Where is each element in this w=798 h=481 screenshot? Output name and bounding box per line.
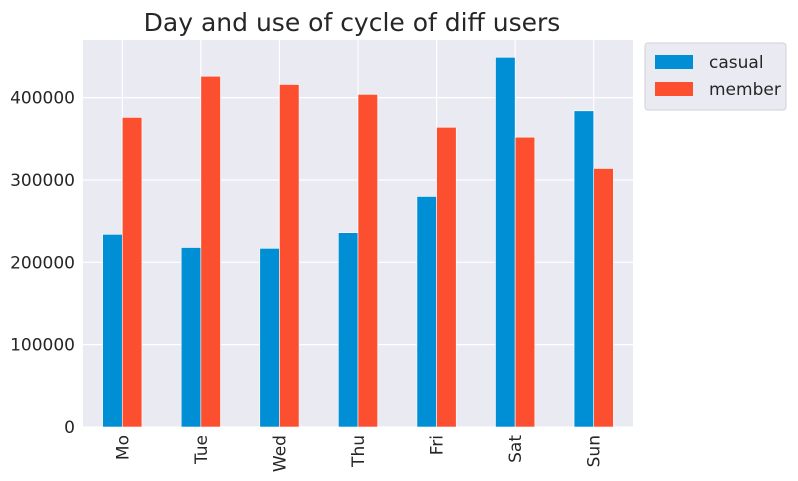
- bar-casual: [573, 110, 595, 428]
- x-axis: Mo Tue Wed Thu Fri Sat Sun: [113, 435, 604, 472]
- legend-swatch-member: [655, 82, 693, 96]
- y-tick-label: 100000: [10, 336, 75, 356]
- x-tick-label: Sun: [585, 435, 605, 467]
- bar-casual: [495, 56, 516, 428]
- bar-member: [514, 136, 536, 428]
- legend-swatch-casual: [655, 55, 693, 69]
- legend-label-member: member: [709, 80, 781, 100]
- legend-label-casual: casual: [709, 53, 764, 73]
- bar-member: [436, 126, 457, 428]
- y-tick-label: 400000: [10, 89, 75, 109]
- bar-member: [200, 75, 221, 428]
- bar-casual: [102, 234, 123, 428]
- y-tick-label: 200000: [10, 253, 75, 273]
- bar-member: [593, 168, 614, 428]
- x-tick-label: Fri: [428, 435, 448, 455]
- bar-casual: [259, 248, 280, 428]
- bar-casual: [338, 232, 359, 428]
- legend: casual member: [644, 42, 787, 111]
- x-tick-label: Tue: [192, 435, 212, 465]
- bar-casual: [180, 247, 202, 428]
- y-axis: 0 100000 200000 300000 400000: [10, 89, 75, 438]
- x-tick-label: Mo: [113, 435, 133, 460]
- bar-member: [279, 84, 300, 428]
- x-tick-label: Thu: [349, 435, 369, 468]
- bars-group: [102, 56, 614, 428]
- x-tick-label: Wed: [270, 435, 290, 472]
- bar-member: [357, 94, 378, 428]
- y-tick-label: 300000: [10, 171, 75, 191]
- chart-title: Day and use of cycle of diff users: [144, 8, 561, 37]
- x-tick-label: Sat: [506, 435, 526, 463]
- bar-casual: [416, 196, 437, 428]
- y-tick-label: 0: [64, 418, 75, 438]
- bar-member: [121, 117, 143, 428]
